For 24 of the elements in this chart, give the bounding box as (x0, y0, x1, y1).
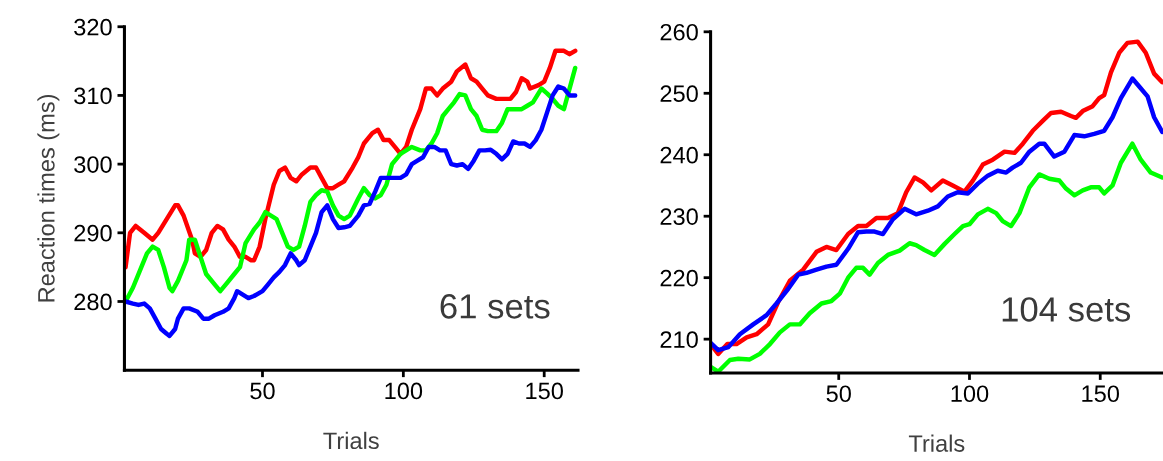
y-tick-label: 320 (74, 18, 112, 36)
y-tick-label: 300 (74, 156, 112, 173)
x-tick-label: 150 (526, 382, 563, 400)
y-tick-label: 250 (660, 85, 698, 103)
x-tick-label: 100 (951, 385, 989, 403)
x-tick-label: 50 (826, 385, 851, 403)
y-tick-label: 280 (74, 293, 112, 311)
x-tick-label: 100 (385, 382, 423, 400)
y-tick-label: 310 (74, 87, 112, 105)
y-tick-label: 220 (660, 269, 698, 287)
x-axis-title: Trials (323, 431, 379, 450)
x-axis-title: Trials (908, 434, 965, 452)
y-tick-label: 230 (660, 208, 698, 225)
y-tick-label: 210 (660, 331, 698, 348)
x-tick-label: 50 (250, 382, 275, 400)
annotation: 104 sets (1002, 297, 1131, 322)
line-series (124, 84, 578, 339)
annotation: 61 sets (440, 294, 550, 319)
y-axis-title: Reaction times (ms) (37, 94, 60, 302)
line-series (124, 48, 578, 270)
y-tick-label: 290 (74, 224, 112, 242)
x-tick-label: 150 (1082, 385, 1120, 403)
y-tick-label: 240 (660, 146, 698, 164)
y-tick-label: 260 (660, 23, 698, 41)
